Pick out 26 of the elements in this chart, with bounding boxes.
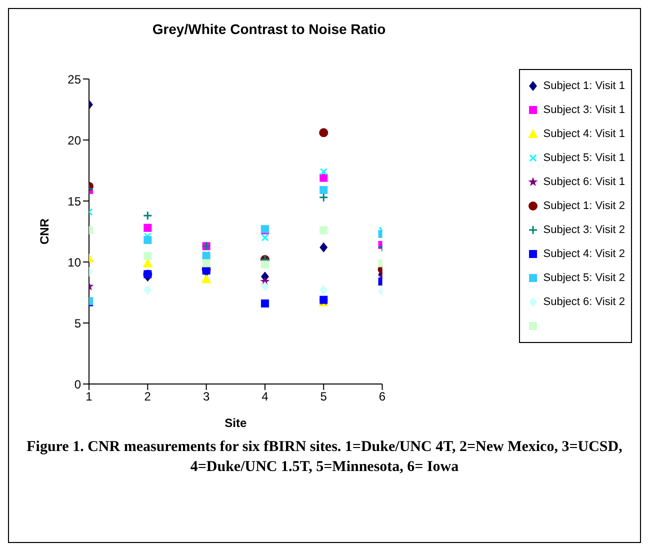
y-tick-label: 0 (74, 377, 82, 392)
x-tick-label: 1 (86, 390, 93, 404)
chart-title: Grey/White Contrast to Noise Ratio (151, 21, 387, 37)
y-tick-label: 15 (68, 194, 82, 208)
legend-label: Subject 4: Visit 1 (543, 128, 625, 140)
y-tick-label: 25 (68, 72, 82, 86)
legend-label: Subject 3: Visit 1 (543, 104, 625, 116)
y-tick-label: 20 (68, 133, 82, 148)
legend-label: Subject 1: Visit 1 (543, 80, 625, 92)
y-tick-label: 10 (68, 255, 82, 270)
x-axis-title: Site (224, 416, 247, 430)
legend-label: Subject 4: Visit 2 (543, 248, 625, 260)
x-tick-label: 3 (202, 390, 210, 404)
y-axis-title: CNR (37, 218, 52, 244)
legend-label: Subject 5: Visit 1 (543, 152, 625, 164)
caption: Figure 1. CNR measurements for six fBIRN sites. 1=Duke/UNC 4T, 2=New Mexico, 3=UCSD, 4=Duke/UNC 1.5T, 5=Minnesota, 6= Iowa (26, 438, 624, 477)
legend-label: Subject 6: Visit 1 (543, 176, 625, 188)
x-tick-label: 2 (144, 390, 152, 404)
legend-label: Subject 5: Visit 2 (543, 272, 625, 284)
x-tick-label: 5 (320, 390, 328, 404)
legend-label: Subject 6: Visit 2 (543, 296, 625, 308)
x-tick-label: 4 (262, 390, 269, 404)
legend-label: Subject 1: Visit 2 (543, 200, 625, 212)
y-tick-label: 5 (74, 316, 82, 330)
legend-label: Subject 3: Visit 2 (543, 224, 625, 236)
x-tick-label: 6 (378, 390, 386, 404)
